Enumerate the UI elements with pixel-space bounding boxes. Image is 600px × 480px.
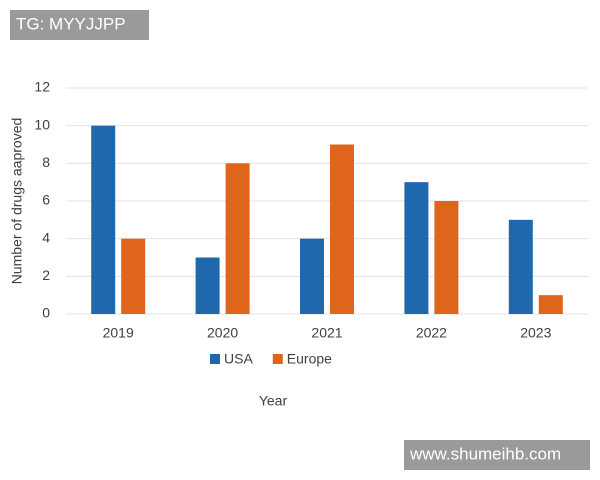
bar (508, 219, 533, 314)
x-tick-label: 2023 (520, 325, 551, 341)
watermark-text: www.shumeihb.com (409, 444, 561, 463)
legend-label: USA (224, 351, 253, 367)
watermark-box (10, 10, 149, 40)
y-tick-label: 4 (42, 229, 50, 245)
x-tick-label: 2020 (207, 325, 238, 341)
y-tick-label: 2 (42, 267, 50, 283)
bar (300, 238, 324, 314)
y-tick-label: 8 (42, 154, 50, 170)
x-axis-label: Year (259, 393, 288, 409)
bar (434, 201, 459, 314)
y-tick-label: 0 (42, 305, 50, 321)
legend-swatch (210, 354, 220, 364)
bar (195, 257, 220, 314)
legend-swatch (272, 354, 283, 364)
x-tick-label: 2021 (311, 325, 342, 341)
y-tick-label: 10 (34, 116, 50, 132)
x-tick-label: 2019 (103, 325, 134, 341)
x-tick-label: 2022 (416, 325, 447, 341)
y-tick-label: 12 (34, 79, 50, 95)
bar (225, 163, 250, 314)
watermark-text: TG: MYYJJPP (16, 14, 126, 33)
y-tick-label: 6 (42, 192, 50, 208)
bar (330, 144, 354, 314)
bar (404, 182, 429, 314)
watermark-box (404, 440, 590, 470)
legend-label: Europe (287, 351, 332, 367)
y-axis-label: Number of drugs aaproved (9, 118, 25, 285)
bar (121, 238, 146, 314)
bar (538, 295, 563, 314)
bar (91, 125, 116, 315)
